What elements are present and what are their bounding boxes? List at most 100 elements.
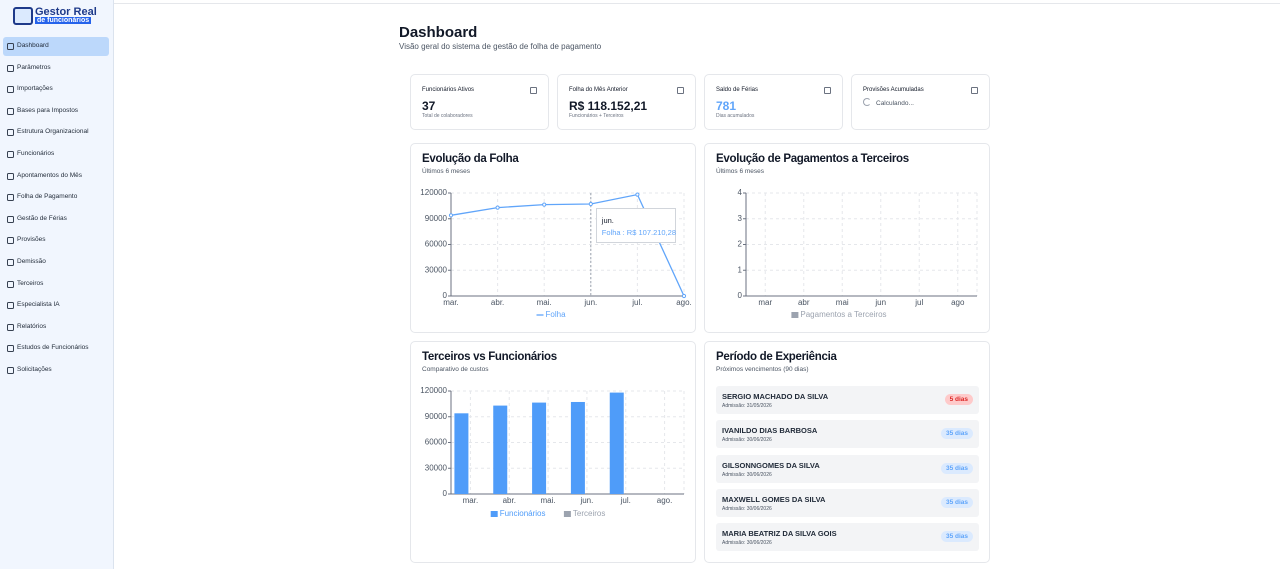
menu-icon bbox=[7, 237, 14, 245]
menu-label: Demissão bbox=[17, 258, 46, 265]
admission-date: Admissão: 30/06/2026 bbox=[722, 540, 772, 547]
menu-icon bbox=[7, 345, 14, 353]
point bbox=[448, 213, 454, 218]
x-tick-label: jun. bbox=[583, 298, 597, 307]
chart-panel: 0 1 2 3 4 mar abr mai jun jul ago Pagamentos a Terc… bbox=[704, 143, 990, 333]
menu-item[interactable]: Importações bbox=[3, 80, 109, 99]
experience-row: IVANILDO DIAS BARBOSA Admissão: 30/06/202… bbox=[716, 420, 979, 449]
menu-item[interactable]: Gestão de Férias bbox=[3, 210, 109, 229]
bar bbox=[609, 392, 624, 494]
days-badge: 35 dias bbox=[940, 428, 973, 440]
y-tick-label: 3 bbox=[738, 214, 743, 223]
menu-item[interactable]: Estudos de Funcionários bbox=[3, 339, 109, 358]
card-note: Funcionários + Terceiros bbox=[569, 113, 624, 119]
menu-item[interactable]: Parâmetros bbox=[3, 59, 109, 78]
chart-panel: 0 30000 60000 90000 120000 mar. abr. mai. jun. ju… bbox=[410, 143, 696, 333]
tooltip: jun. Folha : R$ 107.210,28 bbox=[595, 208, 676, 243]
menu-label: Terceiros bbox=[17, 279, 44, 287]
menu-item[interactable]: Solicitações bbox=[3, 361, 109, 380]
card-icon bbox=[971, 87, 978, 94]
card-value: 781 bbox=[716, 99, 737, 113]
menu-item[interactable]: Relatórios bbox=[3, 318, 109, 337]
menu-icon bbox=[7, 151, 14, 158]
stat-card: Folha do Mês Anterior R$ 118.152,21 Funcio… bbox=[557, 74, 696, 130]
menu-item[interactable]: Estrutura Organizacional bbox=[3, 123, 109, 142]
legend-icon bbox=[490, 511, 498, 517]
menu-icon bbox=[7, 215, 14, 223]
card-icon bbox=[824, 87, 831, 94]
experience-panel: Período de Experiência Próximos venciment… bbox=[704, 341, 990, 563]
menu-item[interactable]: Funcionários bbox=[3, 145, 109, 164]
y-tick-label: 4 bbox=[738, 188, 743, 197]
top-border bbox=[114, 3, 1280, 4]
legend-label: Pagamentos a Terceiros bbox=[800, 310, 886, 319]
y-tick-label: 90000 bbox=[425, 412, 448, 421]
y-tick-label: 60000 bbox=[425, 240, 448, 249]
chart-title: Evolução de Pagamentos a Terceiros bbox=[716, 153, 909, 165]
admission-date: Admissão: 31/05/2026 bbox=[722, 403, 772, 409]
employee-name: IVANILDO DIAS BARBOSA bbox=[722, 426, 818, 436]
card-value: R$ 118.152,21 bbox=[569, 99, 648, 113]
menu-item[interactable]: Dashboard bbox=[3, 37, 109, 56]
x-tick-label: abr bbox=[798, 298, 810, 307]
x-tick-label: ago. bbox=[657, 496, 673, 505]
experience-row: MARIA BEATRIZ DA SILVA GOIS Admissão: 30/… bbox=[716, 523, 979, 552]
x-tick-label: mar. bbox=[463, 496, 479, 505]
menu-item[interactable]: Demissão bbox=[3, 253, 109, 272]
legend-label: Funcionários bbox=[500, 509, 546, 518]
x-tick-label: jul. bbox=[631, 298, 642, 307]
logo[interactable]: Gestor Real de funcionários bbox=[13, 6, 103, 27]
x-tick-label: mai. bbox=[537, 298, 552, 307]
menu-item[interactable]: Apontamentos do Mês bbox=[3, 167, 109, 186]
menu-icon bbox=[7, 280, 14, 288]
card-title: Saldo de Férias bbox=[716, 87, 759, 93]
menu-item[interactable]: Especialista IA bbox=[3, 296, 109, 315]
stat-card: Funcionários Ativos 37 Total de colaborado… bbox=[410, 74, 549, 130]
x-tick-label: mar bbox=[758, 298, 772, 307]
legend-icon bbox=[563, 511, 571, 517]
x-tick-label: jul bbox=[914, 298, 923, 307]
menu-item[interactable]: Terceiros bbox=[3, 275, 109, 294]
menu-item[interactable]: Folha de Pagamento bbox=[3, 188, 109, 207]
legend-icon bbox=[791, 312, 799, 318]
legend-label: Terceiros bbox=[573, 509, 605, 518]
chart-subtitle: Últimos 6 meses bbox=[716, 168, 765, 175]
card-title: Funcionários Ativos bbox=[422, 87, 475, 93]
x-tick-label: mai bbox=[836, 298, 849, 307]
employee-name: GILSONNGOMES DA SILVA bbox=[722, 460, 820, 470]
y-tick-label: 60000 bbox=[425, 438, 448, 447]
y-tick-label: 2 bbox=[738, 240, 743, 249]
bar bbox=[570, 401, 585, 494]
point bbox=[681, 293, 687, 299]
menu-icon bbox=[7, 323, 14, 331]
menu-label: Importações bbox=[17, 85, 53, 93]
card-title: Folha do Mês Anterior bbox=[569, 87, 628, 93]
stat-card: Saldo de Férias 781 Dias acumulados bbox=[704, 74, 843, 130]
admission-date: Admissão: 30/06/2026 bbox=[722, 437, 772, 444]
bar bbox=[493, 405, 508, 494]
x-tick-label: jul. bbox=[620, 496, 631, 505]
x-tick-label: jun. bbox=[579, 496, 593, 505]
menu-label: Especialista IA bbox=[17, 301, 60, 309]
menu-icon bbox=[7, 367, 14, 374]
menu-item[interactable]: Provisões bbox=[3, 231, 109, 250]
menu-label: Parâmetros bbox=[17, 63, 51, 71]
admission-date: Admissão: 30/06/2026 bbox=[722, 471, 772, 478]
menu-icon bbox=[7, 64, 14, 72]
menu-icon bbox=[7, 302, 14, 310]
card-icon bbox=[677, 87, 684, 94]
menu-label: Relatórios bbox=[17, 322, 47, 330]
menu-icon bbox=[7, 194, 14, 202]
menu-icon bbox=[7, 259, 14, 266]
menu-label: Funcionários bbox=[17, 150, 55, 157]
point bbox=[635, 192, 640, 197]
employee-name: MARIA BEATRIZ DA SILVA GOIS bbox=[722, 529, 837, 539]
menu-label: Estudos de Funcionários bbox=[17, 344, 89, 352]
x-tick-label: ago. bbox=[676, 298, 692, 307]
menu-item[interactable]: Bases para Impostos bbox=[3, 102, 109, 121]
card-title: Provisões Acumuladas bbox=[863, 87, 924, 93]
days-badge: 35 dias bbox=[940, 531, 973, 543]
x-tick-label: mar. bbox=[443, 298, 459, 307]
